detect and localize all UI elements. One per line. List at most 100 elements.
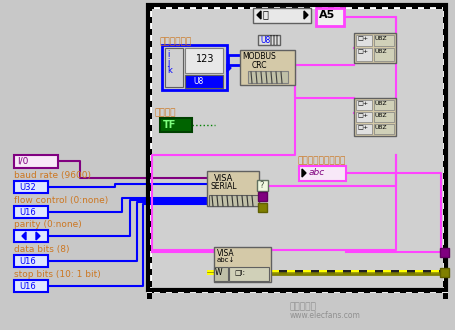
Bar: [355, 124, 371, 134]
Bar: [333, 288, 339, 293]
Bar: [202, 288, 207, 293]
Bar: [411, 4, 417, 9]
Bar: [213, 4, 219, 9]
Bar: [357, 4, 363, 9]
Bar: [147, 77, 152, 83]
Bar: [213, 247, 270, 282]
Bar: [309, 288, 315, 293]
Polygon shape: [22, 232, 26, 240]
Bar: [147, 29, 152, 35]
Polygon shape: [257, 11, 260, 19]
Bar: [382, 270, 390, 275]
Bar: [439, 248, 448, 257]
Bar: [273, 288, 279, 293]
Bar: [147, 71, 152, 77]
Bar: [147, 11, 152, 17]
Bar: [423, 4, 429, 9]
Bar: [147, 47, 152, 53]
Bar: [442, 95, 447, 101]
Text: □+: □+: [356, 113, 367, 118]
Text: baud rate (9600): baud rate (9600): [14, 171, 91, 180]
Bar: [147, 281, 152, 287]
Text: □I:: □I:: [233, 269, 244, 275]
Text: W: W: [214, 268, 222, 277]
Bar: [147, 257, 152, 263]
Bar: [147, 161, 152, 167]
Bar: [374, 270, 382, 275]
Bar: [150, 7, 443, 288]
Text: U8Z: U8Z: [374, 125, 387, 130]
Bar: [302, 270, 310, 275]
Bar: [353, 33, 395, 63]
Bar: [442, 197, 447, 203]
Bar: [442, 293, 447, 299]
Bar: [147, 191, 152, 197]
Bar: [357, 288, 363, 293]
Bar: [417, 288, 423, 293]
Bar: [273, 4, 279, 9]
Bar: [411, 288, 417, 293]
Bar: [147, 275, 152, 281]
Bar: [442, 281, 447, 287]
Text: I/0: I/0: [17, 157, 28, 166]
Text: 发送指令信息: 发送指令信息: [160, 37, 192, 46]
Text: U8Z: U8Z: [374, 101, 387, 106]
Bar: [303, 4, 309, 9]
Text: 发送指令字符串显示: 发送指令字符串显示: [298, 156, 346, 165]
Bar: [310, 270, 318, 275]
Bar: [184, 288, 190, 293]
Text: U8: U8: [259, 36, 270, 45]
Bar: [226, 288, 232, 293]
Bar: [147, 263, 152, 269]
Bar: [222, 270, 231, 275]
Bar: [321, 288, 327, 293]
Bar: [172, 288, 177, 293]
Bar: [285, 288, 291, 293]
Bar: [268, 288, 273, 293]
Bar: [147, 125, 152, 131]
Bar: [334, 270, 342, 275]
Bar: [442, 89, 447, 95]
Text: U8Z: U8Z: [374, 113, 387, 118]
Bar: [442, 23, 447, 29]
Bar: [442, 227, 447, 233]
Bar: [291, 288, 298, 293]
Bar: [238, 288, 243, 293]
Bar: [355, 100, 371, 110]
Bar: [442, 275, 447, 281]
Bar: [232, 288, 238, 293]
Bar: [207, 288, 213, 293]
Bar: [315, 288, 321, 293]
Bar: [14, 155, 58, 168]
Bar: [327, 288, 333, 293]
Bar: [190, 4, 196, 9]
Bar: [442, 5, 447, 11]
Bar: [147, 5, 152, 11]
Bar: [442, 119, 447, 125]
Bar: [208, 195, 258, 206]
Bar: [147, 101, 152, 107]
Bar: [442, 203, 447, 209]
Bar: [363, 4, 369, 9]
Bar: [366, 270, 374, 275]
Bar: [147, 119, 152, 125]
Text: U8Z: U8Z: [374, 49, 387, 54]
Bar: [226, 4, 232, 9]
Bar: [315, 4, 321, 9]
Bar: [185, 75, 222, 88]
Bar: [147, 209, 152, 215]
Bar: [442, 11, 447, 17]
Bar: [147, 35, 152, 41]
Bar: [369, 288, 375, 293]
Bar: [255, 288, 262, 293]
Text: U8Z: U8Z: [374, 36, 387, 41]
Bar: [239, 50, 294, 85]
Bar: [442, 167, 447, 173]
Bar: [442, 185, 447, 191]
Bar: [162, 45, 227, 90]
Bar: [231, 270, 238, 275]
Bar: [351, 288, 357, 293]
Text: j: j: [167, 58, 169, 67]
Bar: [405, 4, 411, 9]
Bar: [258, 35, 279, 45]
